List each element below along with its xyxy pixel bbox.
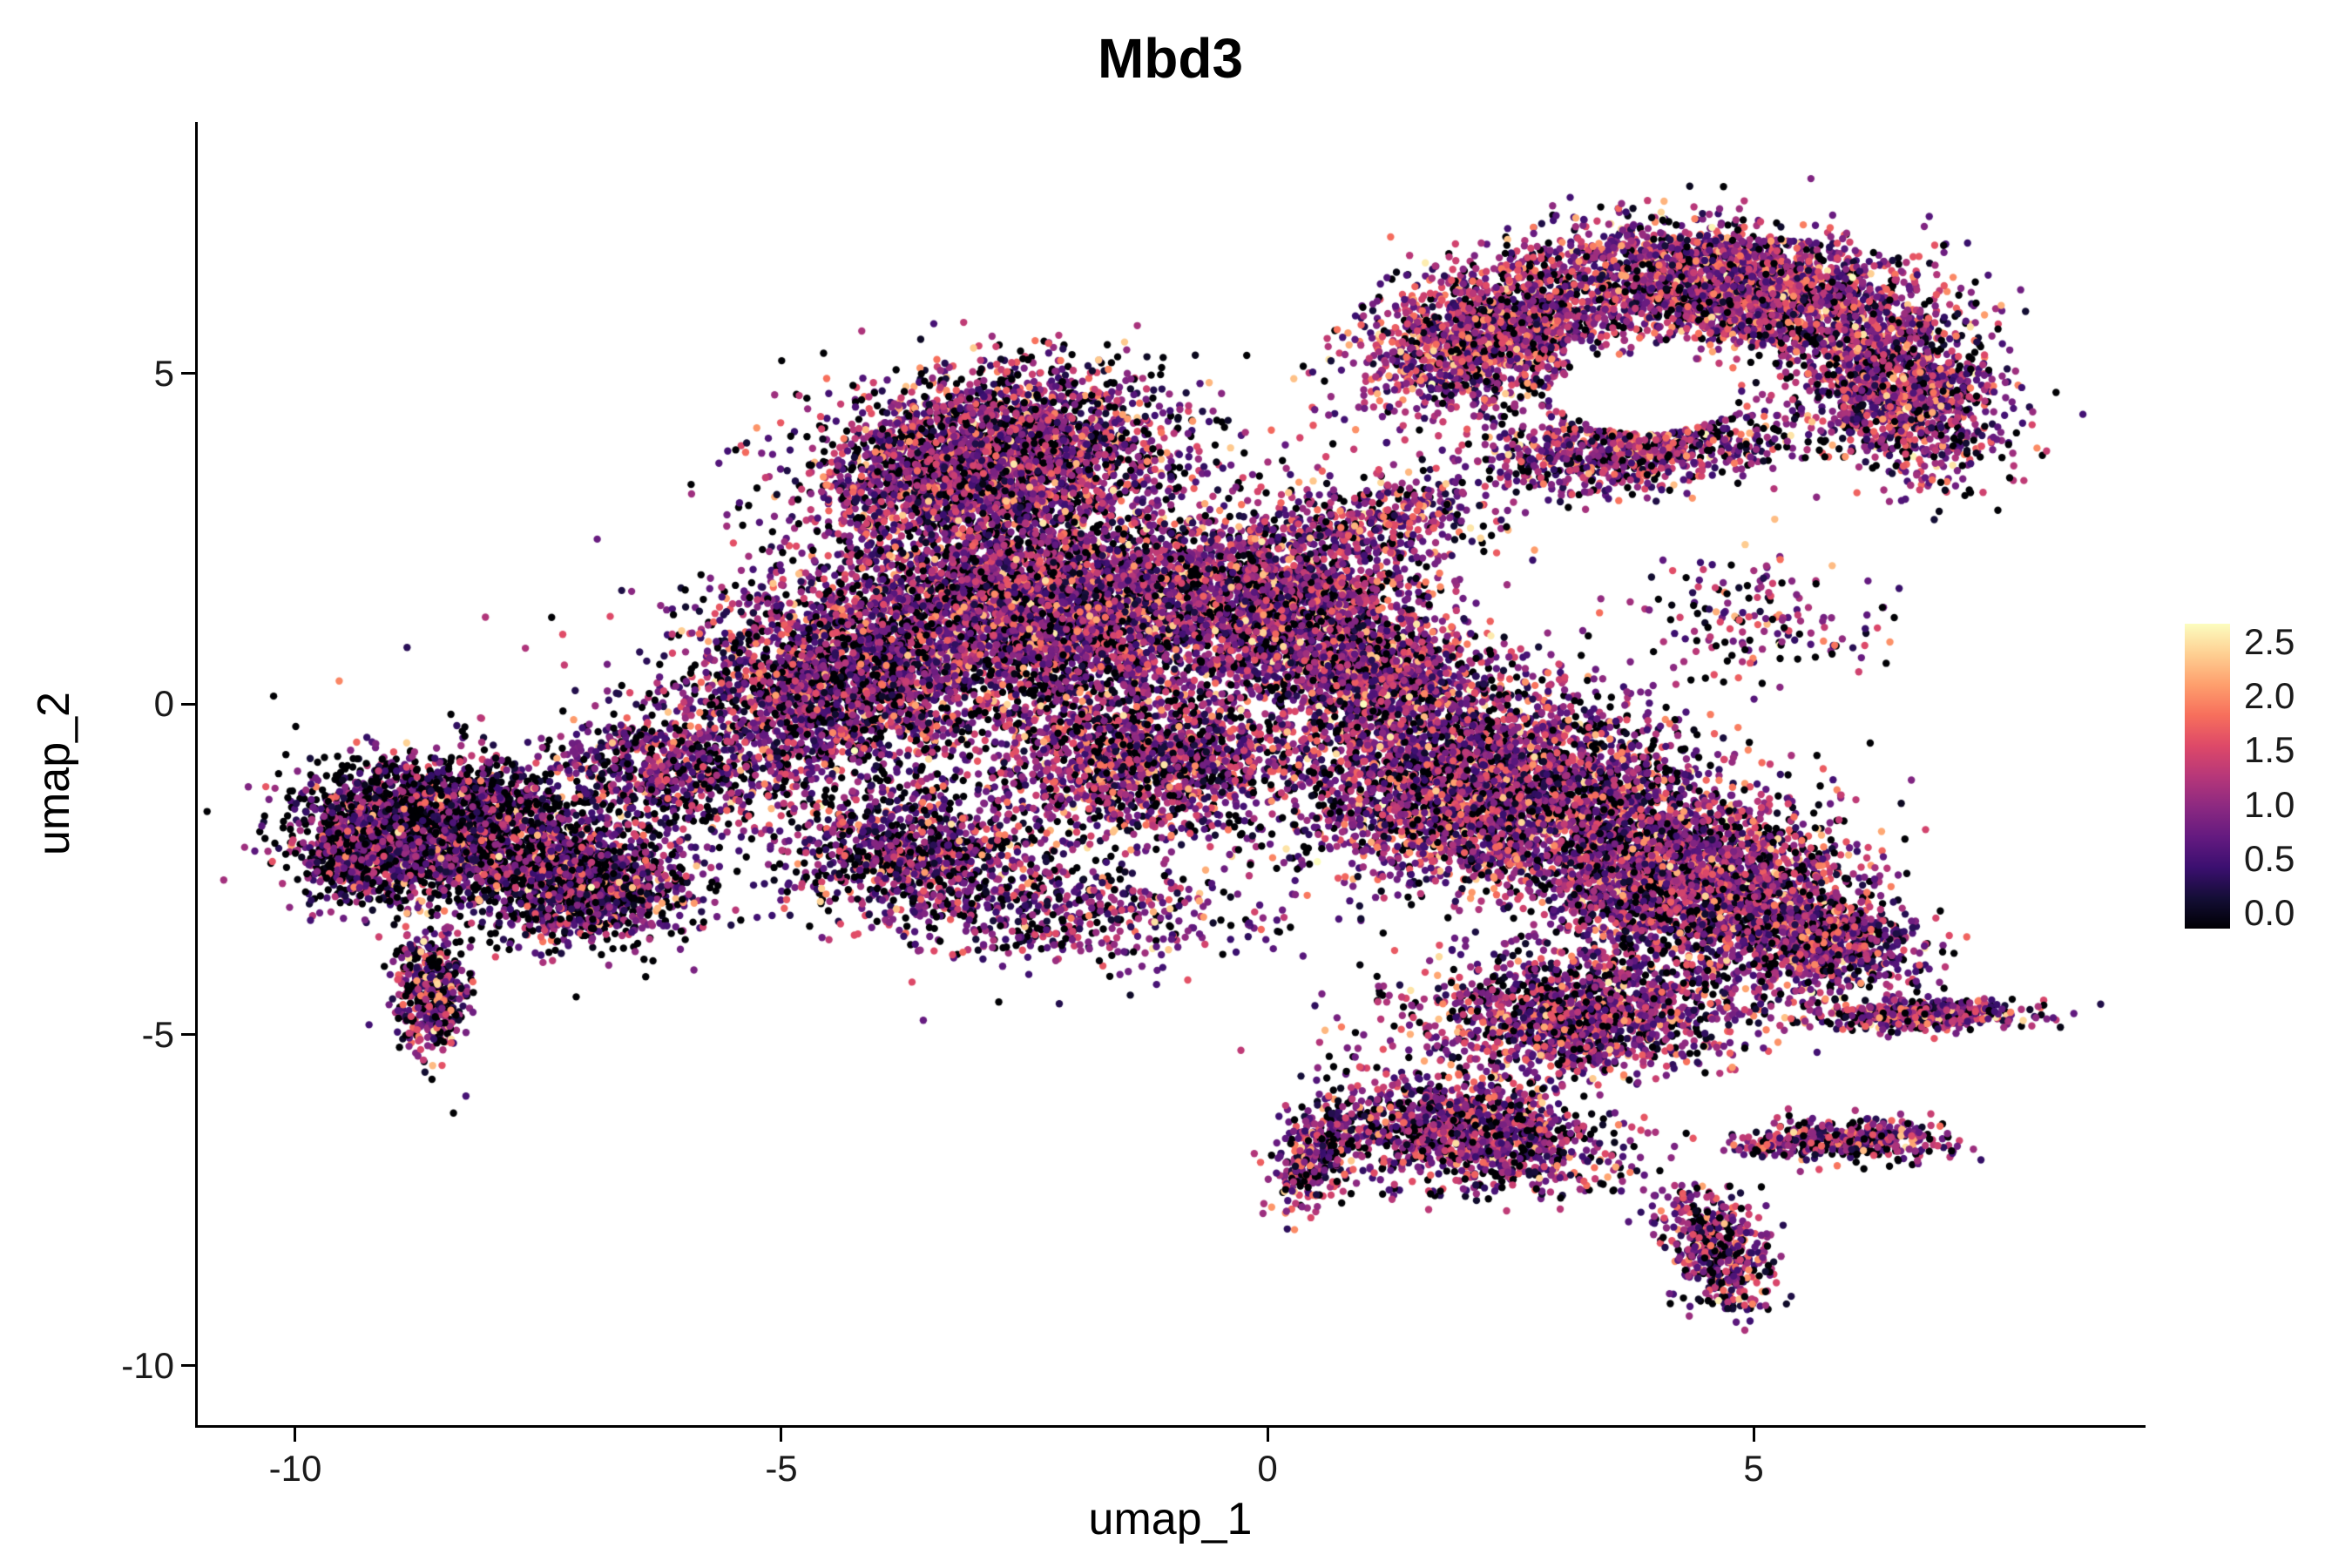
x-tick-mark	[294, 1428, 296, 1442]
y-axis-title: umap_2	[29, 692, 79, 855]
x-tick-label: 0	[1257, 1448, 1278, 1489]
colorbar-tick-label: 1.0	[2244, 784, 2295, 825]
y-tick-mark	[181, 372, 195, 375]
x-tick-label: -10	[268, 1448, 322, 1489]
x-axis-line	[195, 1425, 2146, 1428]
colorbar-gradient	[2185, 624, 2230, 929]
x-tick-label: -5	[765, 1448, 798, 1489]
y-tick-label: -10	[121, 1345, 174, 1386]
colorbar-tick-label: 2.5	[2244, 621, 2295, 662]
colorbar-tick-label: 2.0	[2244, 675, 2295, 716]
y-tick-mark	[181, 703, 195, 706]
x-axis-title: umap_1	[1088, 1494, 1253, 1544]
plot-title: Mbd3	[1097, 27, 1244, 90]
x-tick-mark	[780, 1428, 782, 1442]
y-tick-mark	[181, 1033, 195, 1036]
x-tick-mark	[1753, 1428, 1755, 1442]
colorbar-tick-label: 0.5	[2244, 838, 2295, 879]
y-axis-line	[195, 122, 198, 1428]
colorbar-tick-label: 1.5	[2244, 729, 2295, 770]
y-tick-label: 5	[153, 353, 174, 394]
colorbar-tick-label: 0.0	[2244, 892, 2295, 933]
y-tick-mark	[181, 1364, 195, 1367]
y-tick-label: 0	[153, 683, 174, 724]
x-tick-label: 5	[1743, 1448, 1764, 1489]
y-tick-label: -5	[141, 1014, 174, 1055]
x-tick-mark	[1267, 1428, 1269, 1442]
